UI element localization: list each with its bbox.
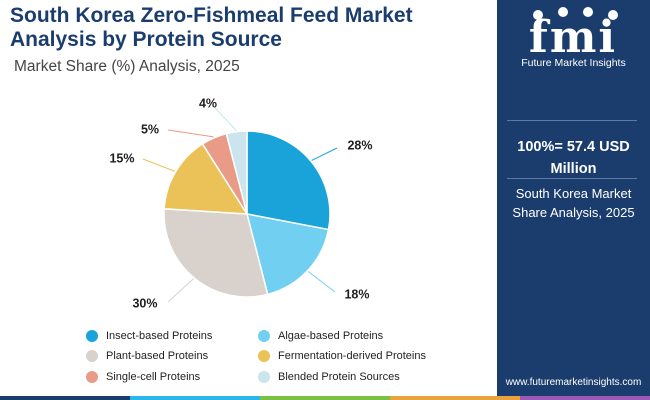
chart-subtitle: Market Share (%) Analysis, 2025 [14, 58, 240, 75]
pie-slice-fermentation-derived-proteins [163, 142, 249, 215]
divider [507, 120, 637, 121]
leader-line [142, 158, 175, 172]
leader-line [214, 107, 237, 132]
leader-line [307, 271, 336, 293]
leader-line [167, 278, 194, 303]
pie-chart: 28% 18% 30% 15% 5% 4% [109, 96, 372, 310]
footer-color-segment [520, 396, 650, 400]
footer-color-segment [130, 396, 260, 400]
data-label: 15% [109, 151, 134, 165]
data-label: 30% [132, 296, 157, 310]
data-label: 5% [141, 122, 159, 136]
pie-slice-algae-based-proteins [245, 213, 330, 296]
fmi-logo: fmi [529, 7, 618, 63]
leader-line [167, 129, 214, 138]
divider [507, 178, 637, 179]
footer-color-bar [0, 396, 650, 400]
chart-title: South Korea Zero-Fishmeal Feed Market An… [10, 4, 413, 51]
svg-text:fmi: fmi [529, 12, 617, 63]
website-link[interactable]: www.futuremarketinsights.com [505, 377, 642, 388]
pie-slice-blended-protein-sources [225, 130, 248, 215]
leader-line [311, 147, 338, 161]
footer-color-segment [390, 396, 520, 400]
logo-text: Future Market Insights [521, 57, 626, 69]
pie-slice-plant-based-proteins [163, 207, 269, 298]
footer-color-segment [260, 396, 390, 400]
sidebar-description: South Korea Market Share Analysis, 2025 [512, 186, 635, 220]
data-label: 28% [347, 138, 372, 152]
footer-color-segment [0, 396, 130, 400]
pie-slice-insect-based-proteins [246, 130, 331, 231]
data-label: 18% [344, 287, 369, 301]
sidebar-panel: fmi Future Market Insights 100%= 57.4 US… [497, 0, 650, 400]
data-label: 4% [199, 96, 217, 110]
market-total: 100%= 57.4 USD Million [517, 139, 630, 177]
